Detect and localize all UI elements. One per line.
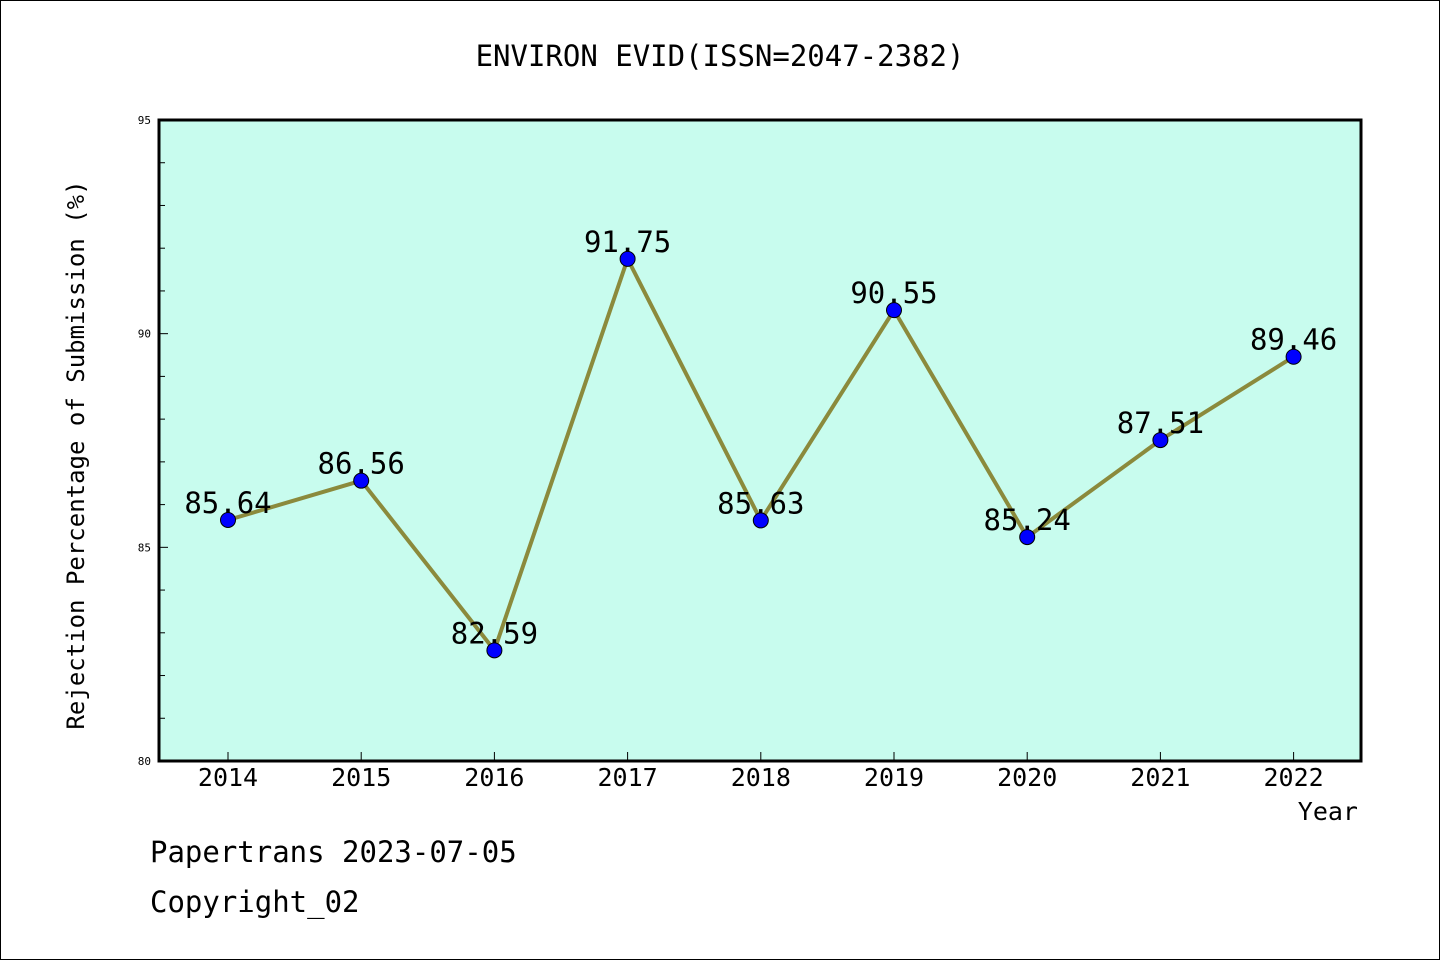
data-point [1019,529,1036,546]
data-point [886,302,902,319]
x-tick-label: 2015 [331,763,391,792]
footer-copyright: Copyright_02 [150,885,360,919]
data-point [1152,432,1169,449]
plot-area [157,118,1363,763]
x-tick-label: 2016 [464,763,524,792]
data-points [220,250,1302,659]
data-point [1285,348,1302,365]
y-tick-label: 90 [138,328,151,341]
y-tick-label: 85 [138,541,151,554]
footer-date: Papertrans 2023-07-05 [150,835,517,869]
data-point [486,642,503,659]
x-tick-label: 2019 [864,763,924,792]
x-tick-label: 2022 [1263,763,1323,792]
chart-title: ENVIRON EVID(ISSN=2047-2382) [476,39,965,73]
x-axis: 2014 2015 2016 2017 2018 2019 2020 2021 2022 [198,752,1324,792]
data-point [220,511,236,528]
x-tick-label: 2017 [597,763,657,792]
x-tick-label: 2021 [1130,763,1190,792]
data-point [752,512,769,529]
data-point [619,250,636,267]
y-tick-label: 80 [138,755,151,768]
x-tick-label: 2018 [731,763,791,792]
data-labels: 85.6486.5682.5991.7585.6390.5585.2487.51… [184,225,1337,650]
y-axis-label: Rejection Percentage of Submission (%) [62,180,90,729]
y-axis: 80 85 90 95 [138,114,168,768]
data-point [353,472,370,489]
y-tick-label: 95 [138,114,151,127]
x-axis-label: Year [1298,797,1358,826]
x-tick-label: 2014 [198,763,258,792]
x-tick-label: 2020 [997,763,1057,792]
